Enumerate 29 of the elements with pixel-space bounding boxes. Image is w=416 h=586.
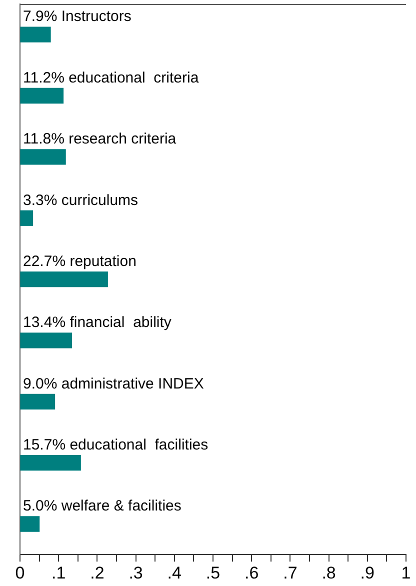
x-tick-label: .6 bbox=[244, 563, 259, 582]
bar bbox=[20, 26, 51, 42]
text: 11.2% educational criteria bbox=[23, 69, 199, 86]
x-tick-label: .8 bbox=[322, 563, 336, 582]
bar bbox=[20, 394, 56, 410]
x-tick-label: .4 bbox=[167, 563, 182, 582]
text: 22.7% reputation bbox=[23, 252, 136, 270]
x-tick-label: .9 bbox=[360, 563, 374, 582]
x-tick-label: 1 bbox=[401, 563, 411, 582]
bar bbox=[20, 516, 40, 532]
x-tick-label: .1 bbox=[52, 563, 66, 582]
text: 9.0% administrative INDEX bbox=[23, 375, 204, 392]
x-tick-label: 0 bbox=[15, 563, 25, 582]
text: 7.9% Instructors bbox=[23, 8, 132, 26]
text: 13.4% financial ability bbox=[23, 314, 172, 332]
bar bbox=[20, 271, 108, 288]
text: 5.0% welfare & facilities bbox=[23, 498, 182, 515]
text: 15.7% educational facilities bbox=[23, 436, 208, 454]
x-tick-label: .5 bbox=[206, 563, 220, 582]
bar bbox=[20, 149, 66, 165]
text: 3.3% curriculums bbox=[23, 192, 138, 209]
x-tick-label: .7 bbox=[283, 563, 298, 582]
bar bbox=[20, 88, 64, 104]
text: 11.8% research criteria bbox=[23, 130, 176, 148]
bar bbox=[20, 455, 81, 471]
x-tick-label: .3 bbox=[128, 563, 143, 582]
bar bbox=[20, 332, 72, 348]
bar bbox=[20, 210, 34, 226]
x-tick-label: .2 bbox=[90, 563, 104, 582]
